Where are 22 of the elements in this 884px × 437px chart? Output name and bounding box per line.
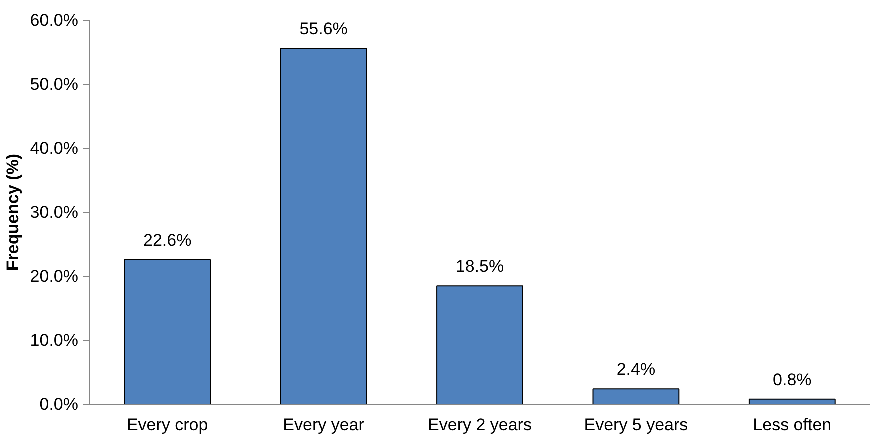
bar — [436, 286, 524, 404]
y-axis-title: Frequency (%) — [3, 154, 22, 272]
y-tick-label: 40.0% — [30, 139, 78, 158]
y-tick-label: 0.0% — [40, 395, 78, 414]
data-label: 22.6% — [144, 230, 192, 250]
data-label: 0.8% — [773, 370, 812, 390]
data-label: 2.4% — [616, 360, 656, 380]
data-label: 18.5% — [456, 257, 504, 276]
bar — [592, 388, 680, 404]
data-label: 55.6% — [300, 20, 348, 39]
x-tick-label: Every year — [283, 416, 365, 434]
bar — [280, 48, 368, 404]
y-tick-label: 30.0% — [30, 203, 78, 222]
x-tick-label: Every 2 years — [428, 416, 532, 434]
y-tick-label: 50.0% — [30, 75, 78, 94]
x-tick-label: Every 5 years — [584, 416, 688, 434]
x-tick-label: Less often — [753, 416, 832, 434]
bar — [124, 259, 212, 404]
y-tick-label: 60.0% — [30, 11, 78, 30]
y-tick-label: 20.0% — [30, 267, 78, 286]
y-tick-label: 10.0% — [30, 331, 78, 350]
x-tick-label: Every crop — [126, 416, 208, 434]
